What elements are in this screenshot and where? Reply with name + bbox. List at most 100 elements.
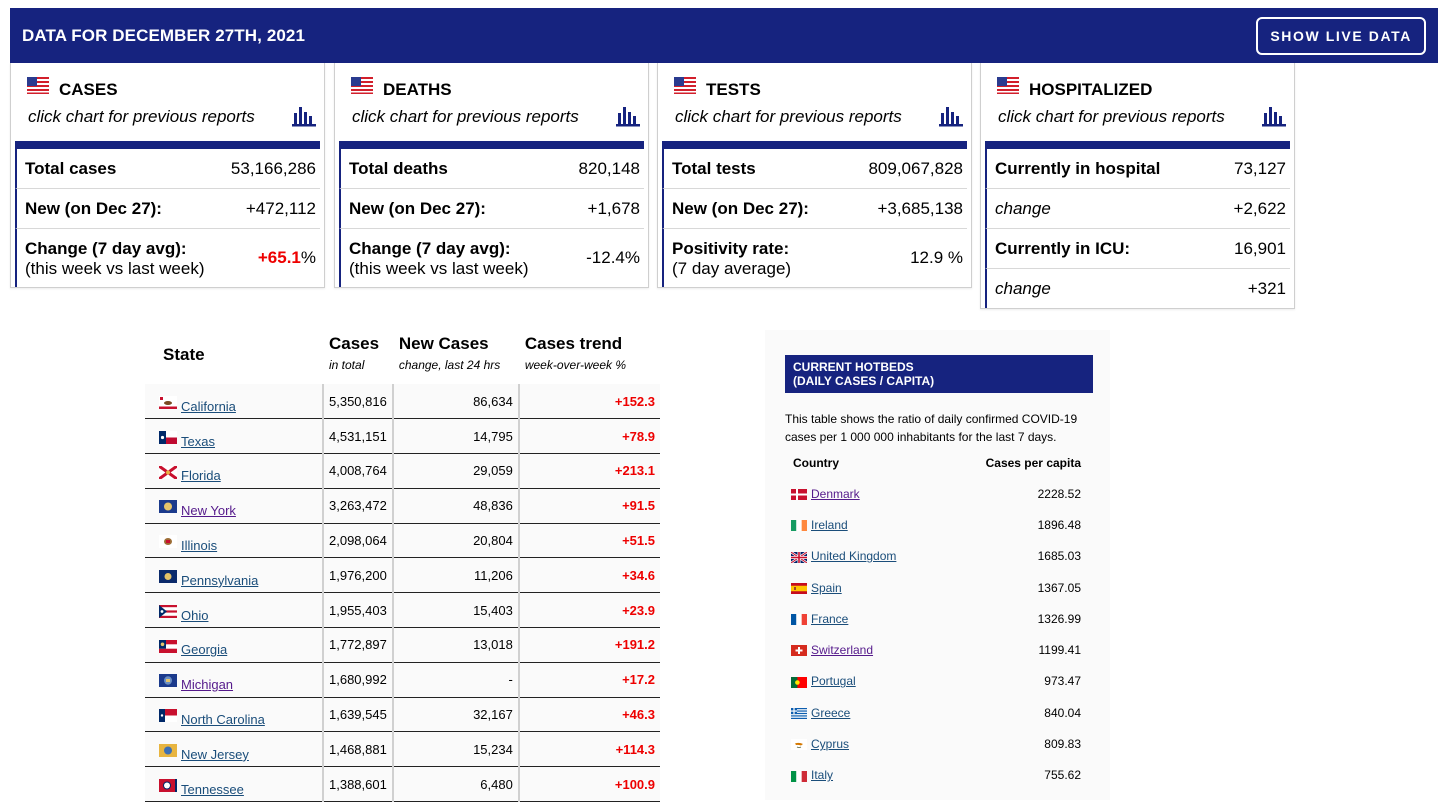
trend-column-header[interactable]: Cases trend week-over-week % [518,320,660,384]
new-jersey-flag-icon [159,743,177,757]
state-cell: Georgia [145,628,323,663]
country-link[interactable]: Spain [811,580,842,595]
italy-flag-icon [791,770,807,782]
state-cell: Michigan [145,662,323,697]
country-cell: Greece [791,697,942,728]
country-link[interactable]: Portugal [811,674,856,689]
state-link[interactable]: North Carolina [181,712,265,728]
us-flag-icon [27,77,49,99]
state-link[interactable]: Texas [181,433,215,449]
state-link[interactable]: Illinois [181,538,218,554]
state-link[interactable]: New York [181,503,236,519]
state-column-header[interactable]: State [145,320,323,384]
state-link[interactable]: Georgia [181,642,228,658]
country-link[interactable]: France [811,611,849,626]
state-new-cases: 15,234 [391,731,519,767]
country-link[interactable]: Switzerland [811,643,874,658]
state-link[interactable]: Tennessee [181,781,244,797]
cases-per-capita-value: 1685.03 [1037,549,1081,564]
hospitalized-card-subtitle: click chart for previous reports [998,107,1225,126]
state-link[interactable]: Ohio [181,607,209,623]
total-deaths-value: 820,148 [578,159,640,178]
state-cell: Pennsylvania [145,558,323,593]
deaths-card-title: DEATHS [383,80,452,99]
country-link[interactable]: United Kingdom [811,549,897,564]
country-link[interactable]: Italy [811,768,834,783]
state-row: New Jersey 1,468,881 15,234 +114.3 [145,731,660,767]
cases-card-header[interactable]: CASES click chart for previous reports [11,63,324,141]
cases-change-note: (this week vs last week) [25,259,205,278]
state-total-cases: 1,388,601 [322,766,393,802]
bar-chart-icon[interactable] [292,103,316,132]
state-link[interactable]: New Jersey [181,746,249,762]
state-total-cases: 1,976,200 [322,557,393,593]
trend-column-subheader: week-over-week % [524,358,626,372]
state-cases-trend: +152.3 [517,384,660,419]
bar-chart-icon[interactable] [939,103,963,132]
new-cases-label: New (on Dec 27): [25,199,162,218]
hotbed-row: Ireland 1896.48 [791,509,1081,540]
tests-card: TESTS click chart for previous reports T… [657,63,972,288]
country-cell: Denmark [791,478,942,509]
france-flag-icon [791,614,807,626]
state-total-cases: 1,680,992 [322,662,393,698]
state-cases-trend: +91.5 [517,488,660,524]
state-total-cases: 1,639,545 [322,697,393,732]
state-link[interactable]: California [181,398,236,414]
cases-card: CASES click chart for previous reports T… [10,63,325,288]
card-divider [985,141,1290,149]
cases-per-capita-value: 1199.41 [1038,643,1082,658]
cases-column-subheader: in total [329,358,365,372]
cases-change-label: Change (7 day avg): [25,239,187,258]
state-new-cases: 15,403 [391,592,519,628]
state-link[interactable]: Pennsylvania [181,572,259,588]
texas-flag-icon [159,430,177,444]
state-new-cases: 48,836 [391,488,519,524]
ohio-flag-icon [159,604,177,618]
icu-change-label: change [995,279,1051,298]
deaths-card-header[interactable]: DEATHS click chart for previous reports [335,63,648,141]
state-link[interactable]: Michigan [181,677,234,693]
hospitalized-card-header[interactable]: HOSPITALIZED click chart for previous re… [981,63,1294,141]
bar-chart-icon[interactable] [1262,103,1286,132]
country-link[interactable]: Denmark [811,486,860,501]
north-carolina-flag-icon [159,709,177,723]
cases-per-capita-column-header: Cases per capita [985,456,1081,470]
tests-card-header[interactable]: TESTS click chart for previous reports [658,63,971,141]
state-total-cases: 4,008,764 [322,453,393,489]
country-link[interactable]: Greece [811,705,851,720]
country-link[interactable]: Ireland [811,517,848,532]
state-row: Ohio 1,955,403 15,403 +23.9 [145,592,660,628]
hotbeds-panel: CURRENT HOTBEDS (DAILY CASES / CAPITA) T… [765,330,1110,800]
cases-change-row: Change (7 day avg): (this week vs last we… [15,229,320,287]
new-deaths-value: +1,678 [587,199,640,218]
country-link[interactable]: Cyprus [811,737,850,752]
new-york-flag-icon [159,500,177,514]
pennsylvania-flag-icon [159,569,177,583]
portugal-flag-icon [791,676,807,688]
state-cases-trend: +114.3 [517,731,660,767]
us-flag-icon [997,77,1019,99]
card-divider [662,141,967,149]
california-flag-icon [159,395,177,409]
hospital-change-value: +2,622 [1233,199,1286,218]
state-cell: Tennessee [145,767,323,802]
hotbed-row: Italy 755.62 [791,760,1081,791]
cases-per-capita-value: 755.62 [1044,768,1081,783]
show-live-data-button[interactable]: SHOW LIVE DATA [1256,16,1426,55]
state-cell: New Jersey [145,732,323,767]
hotbeds-table-body: Denmark 2228.52 Ireland 1896.48 United Kingd… [791,478,1081,791]
new-cases-column-header[interactable]: New Cases change, last 24 hrs [392,320,519,384]
bar-chart-icon[interactable] [616,103,640,132]
state-link[interactable]: Florida [181,468,221,484]
hotbeds-description: This table shows the ratio of daily conf… [785,412,1078,444]
florida-flag-icon [159,465,177,479]
in-icu-label: Currently in ICU: [995,239,1131,258]
hotbeds-table: Country Cases per capita Denmark 2228.52 I… [791,452,1081,791]
in-hospital-value: 73,127 [1234,159,1286,178]
state-cases-trend: +46.3 [517,697,660,732]
hotbed-row: France 1326.99 [791,603,1081,634]
cases-change-value: +65.1 [257,248,301,267]
state-new-cases: 29,059 [391,453,519,489]
cases-column-header[interactable]: Cases in total [323,320,393,384]
